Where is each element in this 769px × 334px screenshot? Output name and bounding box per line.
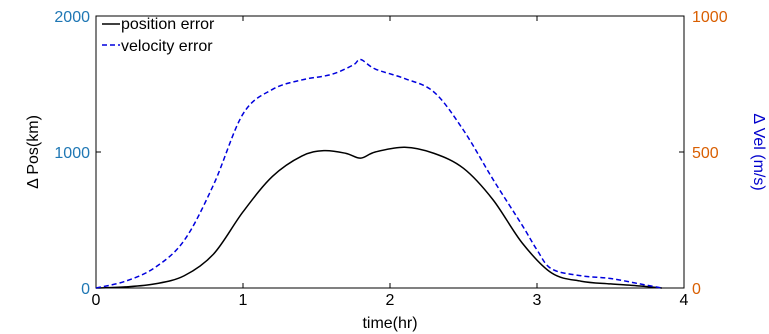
plot-frame (95, 15, 685, 289)
legend-label-position-error: position error (121, 16, 215, 33)
x-tick-label: 2 (386, 292, 395, 309)
right-y-tick-label: 0 (692, 281, 701, 298)
left-y-tick-label: 2000 (54, 9, 90, 26)
x-axis-ticks: 0 1 2 3 4 (92, 16, 689, 309)
x-tick-label: 1 (239, 292, 248, 309)
legend-label-velocity-error: velocity error (121, 38, 213, 55)
x-tick-label: 0 (92, 292, 101, 309)
left-y-axis-ticks: 0 1000 2000 (54, 9, 101, 298)
left-y-axis-label: Δ Pos(km) (25, 115, 42, 189)
series-line-position-error (95, 146, 663, 289)
x-tick-label: 3 (533, 292, 542, 309)
left-y-tick-label: 1000 (54, 145, 90, 162)
right-y-tick-label: 1000 (692, 9, 728, 26)
left-y-tick-label: 0 (81, 281, 90, 298)
right-y-axis-ticks: 0 500 1000 (679, 9, 728, 298)
legend: position error velocity error (102, 16, 215, 55)
right-y-tick-label: 500 (692, 145, 719, 162)
series-line-velocity-error (95, 58, 663, 289)
x-axis-label: time(hr) (362, 315, 417, 332)
series-group (95, 58, 663, 289)
x-tick-label: 4 (680, 292, 689, 309)
right-y-axis-label: Δ Vel (m/s) (750, 113, 767, 190)
